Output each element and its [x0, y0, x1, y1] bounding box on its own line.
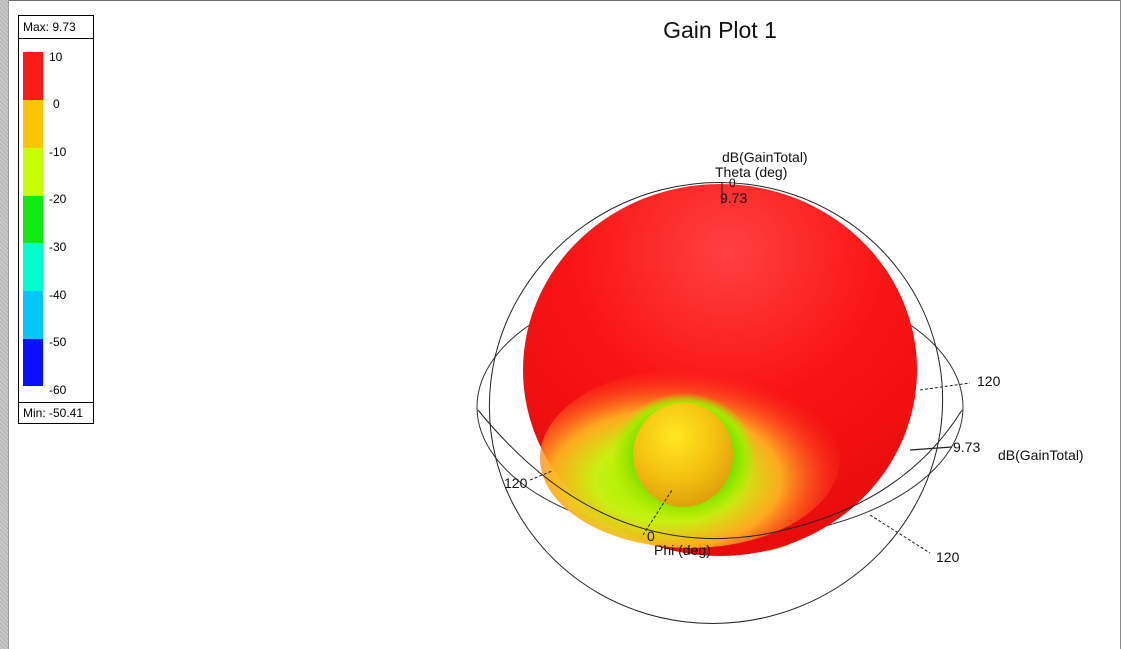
theta-zero-label: 0 [729, 176, 736, 190]
legend-swatch [23, 52, 43, 100]
theta-label: Theta (deg) [715, 164, 787, 180]
theta-max-label: 9.73 [720, 190, 747, 206]
legend-tick: -60 [49, 383, 67, 397]
legend-tick: -10 [49, 145, 67, 159]
theta-quantity-label: dB(GainTotal) [722, 149, 808, 165]
radial-axis [909, 446, 953, 451]
ring-label-lower-right: 120 [936, 549, 960, 565]
window-left-edge [0, 0, 9, 649]
phi-label: Phi (deg) [654, 542, 711, 558]
ring-tick-lower-right [869, 514, 931, 554]
legend-tick: -20 [49, 192, 67, 206]
legend-tick: -30 [49, 240, 67, 254]
ring-tick-left [529, 470, 553, 481]
legend-swatch [23, 339, 43, 386]
phi-axis [642, 489, 673, 536]
phi-zero-label: 0 [647, 528, 655, 544]
legend-tick: 0 [53, 97, 60, 111]
legend-swatch [23, 243, 43, 291]
legend-swatch [23, 148, 43, 196]
legend-swatch [23, 196, 43, 243]
ring-label-right: 120 [977, 373, 1001, 389]
ring-label-left: 120 [504, 475, 528, 491]
legend-swatch [23, 291, 43, 339]
plot-title: Gain Plot 1 [663, 17, 777, 43]
color-legend[interactable]: Max: 9.73 10 0 -10 -20 -30 -40 -50 -60 M… [18, 15, 94, 424]
legend-min-label: Min: -50.41 [19, 402, 93, 423]
radial-max-label: 9.73 [953, 439, 980, 455]
legend-tick: 10 [49, 50, 63, 64]
legend-tick: -50 [49, 335, 67, 349]
window-top-border [0, 0, 1121, 1]
radial-quantity-label: dB(GainTotal) [998, 447, 1084, 463]
phi-ring-front [477, 409, 963, 540]
ring-tick-right [919, 382, 971, 391]
legend-max-label: Max: 9.73 [19, 16, 93, 39]
legend-swatch [23, 100, 43, 148]
back-lobe [633, 403, 733, 507]
legend-tick: -40 [49, 288, 67, 302]
theta-ring [488, 182, 944, 624]
